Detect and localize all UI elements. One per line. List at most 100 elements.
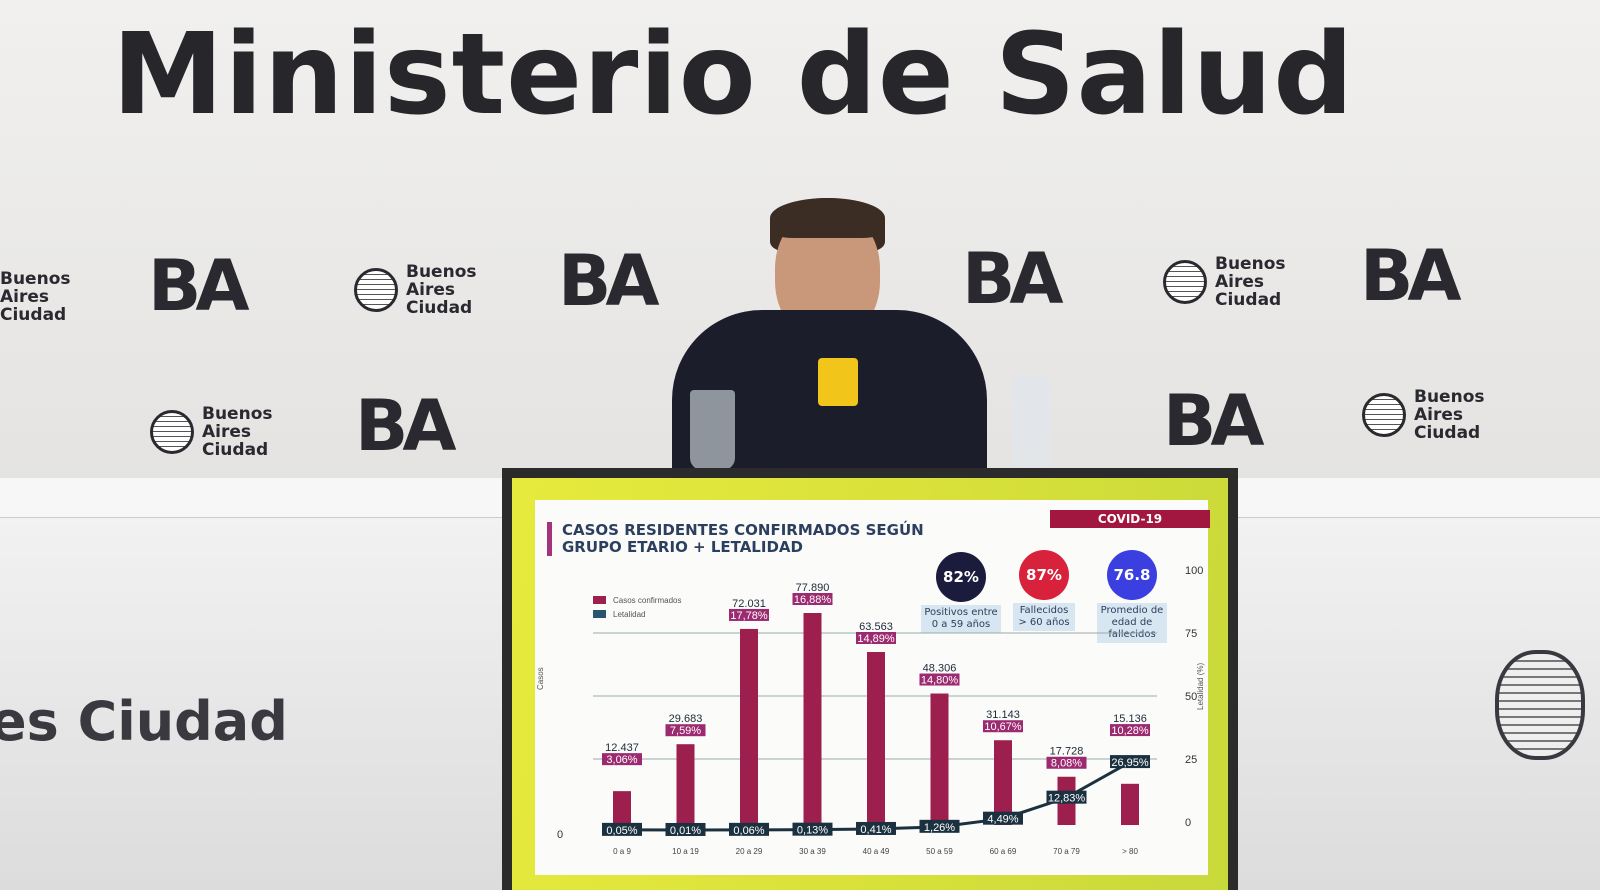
bar <box>613 791 631 825</box>
ba-logo: BA <box>1360 235 1462 317</box>
y2-tick-label: 50 <box>1185 691 1197 703</box>
monitor: CASOS RESIDENTES CONFIRMADOS SEGÚN GRUPO… <box>502 468 1238 890</box>
letalidad-label: 0,13% <box>797 825 828 837</box>
ba-logo: BA <box>355 385 457 467</box>
water-glass <box>690 390 735 470</box>
bar-value-label: 12.437 <box>605 742 639 754</box>
slide: CASOS RESIDENTES CONFIRMADOS SEGÚN GRUPO… <box>535 500 1210 875</box>
letalidad-box <box>1110 755 1150 769</box>
x-tick-label: 40 a 49 <box>863 847 890 856</box>
bar-share-box <box>1110 724 1150 737</box>
city-logo: Buenos Aires Ciudad <box>1163 255 1286 309</box>
bar-share-box <box>983 720 1023 733</box>
x-tick-label: 60 a 69 <box>990 847 1017 856</box>
y2-tick-label: 0 <box>1185 817 1191 829</box>
city-logo-text: Ciudad <box>0 305 67 325</box>
bar <box>1121 783 1139 825</box>
y-tick-label: 0 <box>557 829 563 841</box>
legend-label: Letalidad <box>613 610 645 619</box>
bar-share-box <box>856 631 896 644</box>
letalidad-box <box>1046 790 1087 804</box>
bar-value-label: 31.143 <box>986 709 1020 721</box>
letalidad-label: 0,01% <box>670 825 701 837</box>
bar <box>676 744 695 825</box>
letalidad-label: 1,26% <box>924 822 955 834</box>
slide-title-line: CASOS RESIDENTES CONFIRMADOS SEGÚN <box>562 521 924 539</box>
slide-title-line: GRUPO ETARIO + LETALIDAD <box>562 538 803 556</box>
kpi-value: 76.8 <box>1107 550 1157 600</box>
bar-value-label: 63.563 <box>859 621 893 633</box>
kpi-label: Fallecidos > 60 años <box>1013 603 1075 631</box>
bar-value-label: 77.890 <box>796 582 830 594</box>
backdrop-title: Ministerio de Salud <box>112 10 1355 140</box>
y2-tick-label: 100 <box>1185 565 1203 577</box>
kpi-promedio: 76.8 Promedio de edad de fallecidos <box>1097 550 1167 643</box>
city-seal-icon <box>1362 393 1406 437</box>
letalidad-box <box>792 822 833 836</box>
bar-share-label: 3,06% <box>606 754 637 766</box>
kpi-label: Promedio de edad de fallecidos <box>1097 603 1167 643</box>
city-logo-text: Aires <box>202 422 252 442</box>
bar-share-box <box>1046 756 1087 769</box>
desk-banner-text: es Ciudad <box>0 690 288 753</box>
speaker-hair <box>770 198 885 238</box>
bar <box>803 613 822 825</box>
bar <box>930 693 949 825</box>
y-axis-label: Casos <box>536 667 545 690</box>
y2-tick-label: 25 <box>1185 754 1197 766</box>
letalidad-box <box>919 819 960 833</box>
letalidad-box <box>665 822 706 836</box>
bar-share-box <box>665 724 706 737</box>
letalidad-box <box>602 822 642 836</box>
city-logo-text: Buenos <box>406 262 477 282</box>
bar-value-label: 48.306 <box>923 663 957 675</box>
letalidad-label: 0,05% <box>606 825 637 837</box>
city-logo-text: Ciudad <box>1215 290 1282 310</box>
city-logo-text: Ciudad <box>406 298 473 318</box>
x-tick-label: > 80 <box>1122 847 1138 856</box>
kpi-positivos: 82% Positivos entre 0 a 59 años <box>921 552 1001 633</box>
legend-swatch <box>593 610 606 618</box>
ba-logo: BA <box>558 240 660 322</box>
city-logo-text: Buenos <box>1215 254 1286 274</box>
bar-share-label: 16,88% <box>794 594 832 606</box>
ba-logo: BA <box>962 238 1064 320</box>
letalidad-box <box>856 821 896 835</box>
city-logo-text: Aires <box>1215 272 1265 292</box>
ba-logo: BA <box>148 245 250 327</box>
y2-tick-label: 75 <box>1185 628 1197 640</box>
bar-share-box <box>919 673 960 686</box>
bar <box>740 628 758 825</box>
bar-share-label: 14,89% <box>857 633 895 645</box>
city-logo: Buenos Aires Ciudad <box>0 270 71 324</box>
kpi-value: 82% <box>936 552 986 602</box>
city-logo-text: Ciudad <box>1414 423 1481 443</box>
x-tick-label: 70 a 79 <box>1053 847 1080 856</box>
letalidad-label: 0,06% <box>733 825 764 837</box>
y2-axis-label: Letalidad (%) <box>1196 663 1205 710</box>
city-logo: Buenos Aires Ciudad <box>354 263 477 317</box>
letalidad-box <box>983 811 1023 825</box>
slide-title: CASOS RESIDENTES CONFIRMADOS SEGÚN GRUPO… <box>547 522 967 556</box>
bar-value-label: 29.683 <box>669 713 703 725</box>
city-logo-text: Aires <box>0 287 50 307</box>
letalidad-label: 0,41% <box>860 824 891 836</box>
x-tick-label: 50 a 59 <box>926 847 953 856</box>
x-tick-label: 0 a 9 <box>613 847 631 856</box>
x-tick-label: 20 a 29 <box>736 847 763 856</box>
ba-logo: BA <box>1163 380 1265 462</box>
bar-share-label: 14,80% <box>921 675 959 687</box>
bar <box>867 651 885 825</box>
city-logo: Buenos Aires Ciudad <box>1362 388 1485 442</box>
legend-label: Casos confirmados <box>613 596 681 605</box>
city-logo-text: Aires <box>406 280 456 300</box>
bar-share-box <box>792 593 833 605</box>
kpi-value: 87% <box>1019 550 1069 600</box>
bar-value-label: 72.031 <box>732 598 766 610</box>
monitor-screen: CASOS RESIDENTES CONFIRMADOS SEGÚN GRUPO… <box>512 478 1228 890</box>
bar-share-label: 8,08% <box>1051 758 1082 770</box>
letalidad-box <box>729 822 769 836</box>
kpi-fallecidos: 87% Fallecidos > 60 años <box>1013 550 1075 631</box>
x-tick-label: 10 a 19 <box>672 847 699 856</box>
city-logo-text: Buenos <box>1414 387 1485 407</box>
